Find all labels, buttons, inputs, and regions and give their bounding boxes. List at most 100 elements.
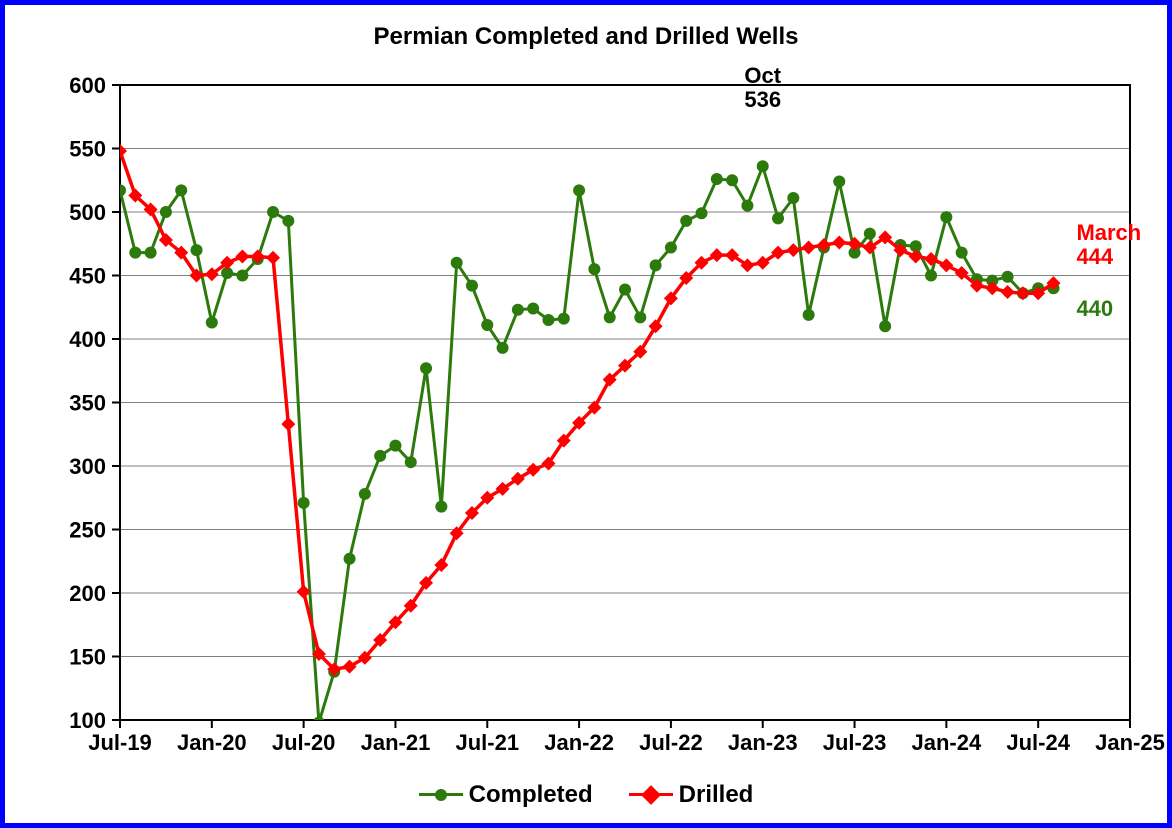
y-tick-label: 400 [69, 327, 106, 352]
series-marker-completed [374, 450, 386, 462]
series-marker-completed [527, 303, 539, 315]
series-marker-completed [175, 184, 187, 196]
series-marker-completed [466, 280, 478, 292]
series-marker-completed [665, 242, 677, 254]
series-marker-completed [787, 192, 799, 204]
series-marker-completed [420, 362, 432, 374]
y-tick-label: 450 [69, 264, 106, 289]
series-marker-drilled [343, 660, 357, 674]
series-marker-completed [558, 313, 570, 325]
legend-line-icon [419, 793, 463, 796]
legend-item-drilled: Drilled [629, 781, 754, 809]
series-marker-completed [803, 309, 815, 321]
series-marker-drilled [113, 144, 127, 158]
x-tick-label: Jan-25 [1095, 730, 1165, 755]
legend-label: Completed [469, 781, 593, 809]
series-marker-completed [680, 215, 692, 227]
y-tick-label: 150 [69, 645, 106, 670]
y-tick-label: 200 [69, 581, 106, 606]
series-marker-drilled [909, 249, 923, 263]
y-tick-label: 600 [69, 73, 106, 98]
x-tick-label: Jul-19 [88, 730, 152, 755]
y-tick-label: 550 [69, 137, 106, 162]
chart-plot: 100150200250300350400450500550600Jul-19J… [5, 5, 1167, 823]
series-marker-drilled [235, 249, 249, 263]
x-tick-label: Jul-23 [823, 730, 887, 755]
series-marker-completed [833, 176, 845, 188]
legend-label: Drilled [679, 781, 754, 809]
series-marker-completed [114, 184, 126, 196]
series-marker-completed [344, 553, 356, 565]
series-marker-completed [512, 304, 524, 316]
series-marker-drilled [832, 235, 846, 249]
series-marker-completed [282, 215, 294, 227]
series-marker-completed [542, 314, 554, 326]
y-tick-label: 300 [69, 454, 106, 479]
chart-annotation: 536 [744, 87, 781, 112]
legend-marker-icon [435, 789, 447, 801]
series-marker-completed [619, 283, 631, 295]
series-marker-completed [389, 440, 401, 452]
series-marker-completed [864, 228, 876, 240]
series-marker-drilled [266, 251, 280, 265]
series-marker-completed [435, 501, 447, 513]
series-marker-completed [696, 207, 708, 219]
x-tick-label: Jan-21 [361, 730, 431, 755]
series-marker-completed [206, 316, 218, 328]
series-marker-completed [741, 200, 753, 212]
x-tick-label: Jan-24 [912, 730, 982, 755]
chart-annotation: 440 [1076, 296, 1113, 321]
series-marker-completed [772, 212, 784, 224]
series-marker-completed [925, 270, 937, 282]
series-marker-completed [267, 206, 279, 218]
series-marker-completed [726, 174, 738, 186]
series-marker-drilled [1001, 285, 1015, 299]
series-marker-drilled [281, 417, 295, 431]
series-marker-completed [634, 311, 646, 323]
series-marker-completed [956, 247, 968, 259]
series-marker-completed [298, 497, 310, 509]
chart-annotation: 444 [1076, 244, 1113, 269]
series-marker-drilled [802, 241, 816, 255]
series-marker-completed [879, 320, 891, 332]
chart-frame: { "chart": { "type": "line-marker", "tit… [0, 0, 1172, 828]
x-tick-label: Jan-22 [544, 730, 614, 755]
x-tick-label: Jul-22 [639, 730, 703, 755]
x-tick-label: Jan-23 [728, 730, 798, 755]
series-marker-completed [236, 270, 248, 282]
chart-legend: Completed Drilled [5, 775, 1167, 809]
series-marker-completed [650, 259, 662, 271]
series-marker-completed [405, 456, 417, 468]
y-tick-label: 350 [69, 391, 106, 416]
chart-annotation: March [1076, 220, 1141, 245]
series-marker-completed [451, 257, 463, 269]
x-tick-label: Jul-20 [272, 730, 336, 755]
series-marker-completed [129, 247, 141, 259]
series-marker-completed [588, 263, 600, 275]
y-tick-label: 500 [69, 200, 106, 225]
x-tick-label: Jan-20 [177, 730, 247, 755]
x-tick-label: Jul-21 [455, 730, 519, 755]
series-marker-completed [573, 184, 585, 196]
series-marker-completed [160, 206, 172, 218]
series-marker-drilled [939, 258, 953, 272]
legend-line-icon [629, 793, 673, 796]
series-marker-completed [757, 160, 769, 172]
series-marker-completed [604, 311, 616, 323]
series-marker-completed [481, 319, 493, 331]
chart-annotation: Oct [744, 63, 781, 88]
series-marker-completed [191, 244, 203, 256]
series-marker-completed [711, 173, 723, 185]
legend-marker-icon [641, 785, 661, 805]
series-marker-completed [497, 342, 509, 354]
series-marker-completed [313, 717, 325, 729]
x-tick-label: Jul-24 [1006, 730, 1070, 755]
series-marker-completed [940, 211, 952, 223]
series-marker-drilled [526, 463, 540, 477]
y-tick-label: 250 [69, 518, 106, 543]
series-marker-completed [1002, 271, 1014, 283]
series-marker-completed [145, 247, 157, 259]
legend-item-completed: Completed [419, 781, 593, 809]
series-marker-completed [359, 488, 371, 500]
series-marker-drilled [710, 248, 724, 262]
